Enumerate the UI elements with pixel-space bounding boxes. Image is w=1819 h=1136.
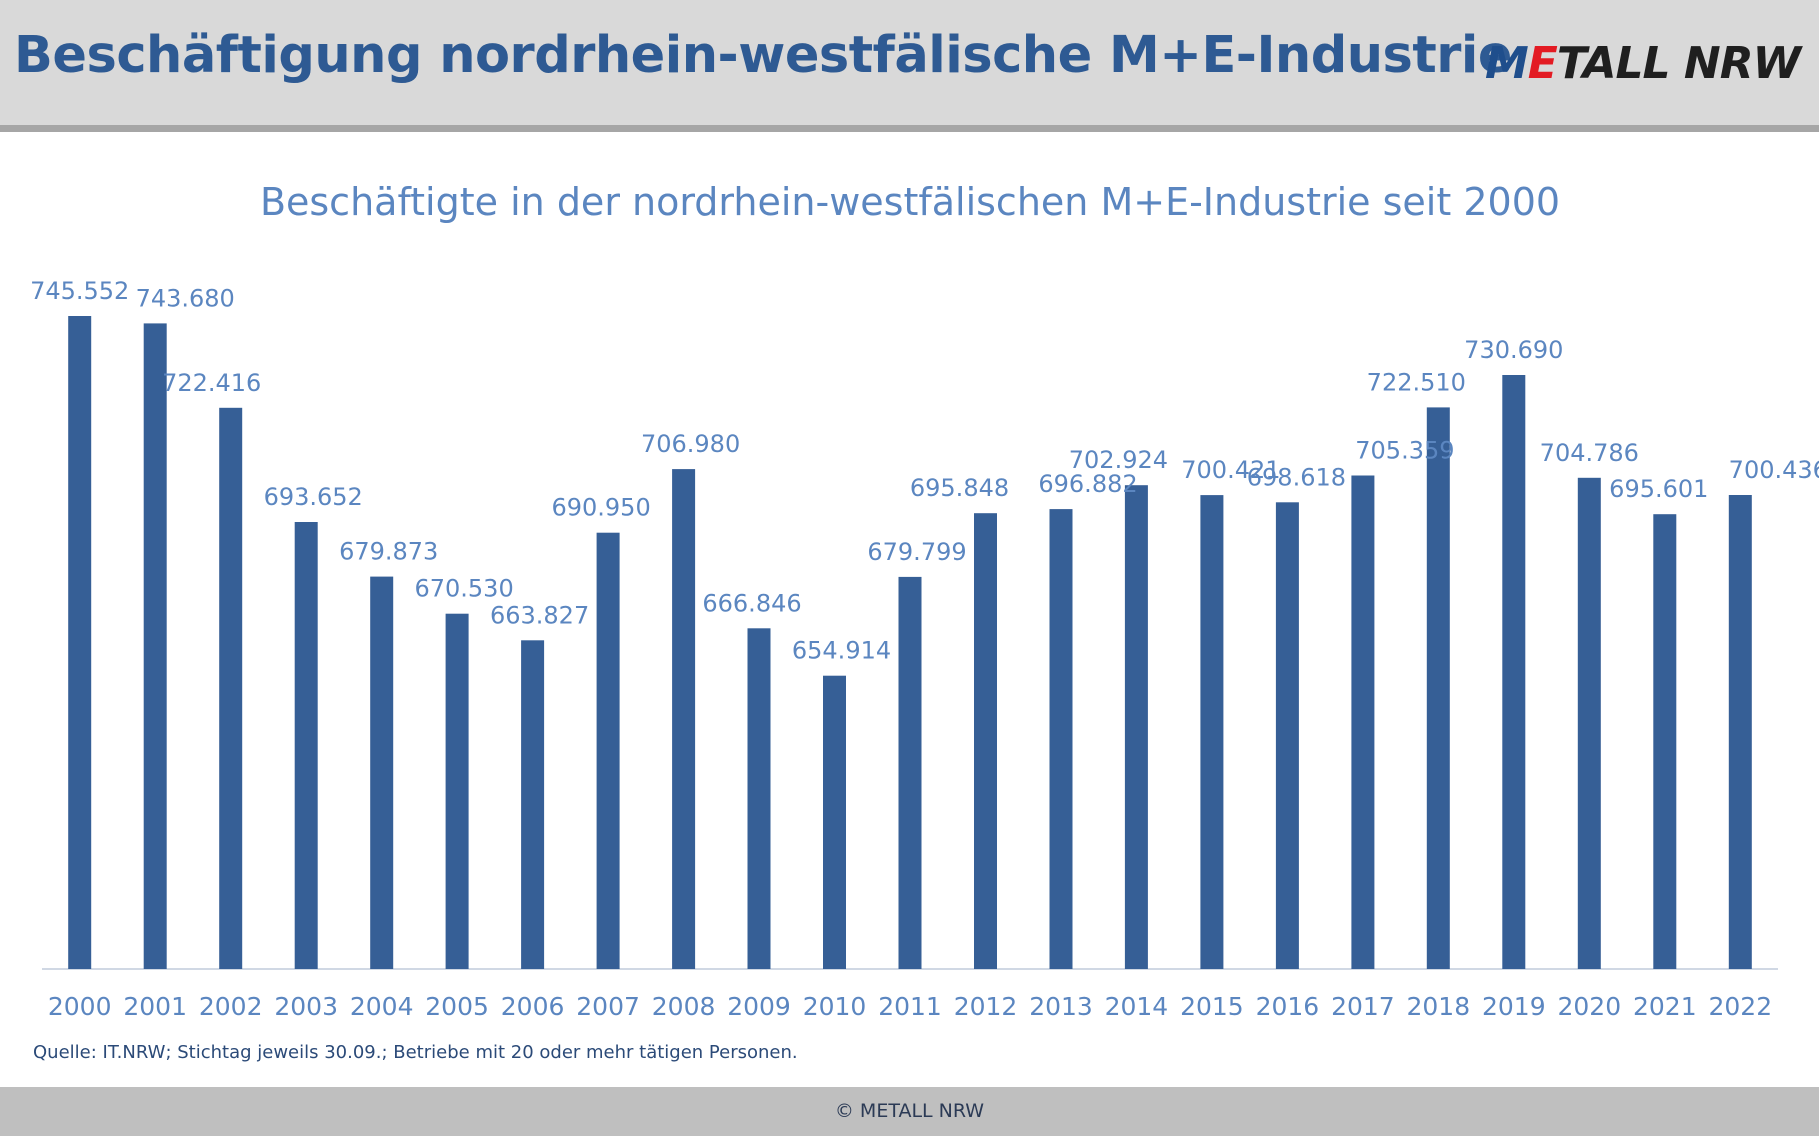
- value-label-2004: 679.873: [339, 538, 438, 566]
- footer-bar: © METALL NRW: [0, 1087, 1819, 1136]
- x-tick-label-2015: 2015: [1180, 992, 1244, 1021]
- value-label-2014: 702.924: [1069, 446, 1168, 474]
- value-label-2001: 743.680: [136, 284, 235, 312]
- value-label-2012: 695.848: [910, 474, 1009, 502]
- value-label-2016: 698.618: [1247, 463, 1346, 491]
- metall-nrw-logo: METALL NRW: [1485, 38, 1801, 89]
- x-tick-label-2018: 2018: [1406, 992, 1470, 1021]
- value-label-2009: 666.846: [702, 589, 801, 617]
- value-label-2000: 745.552: [30, 277, 129, 305]
- x-tick-label-2002: 2002: [199, 992, 263, 1021]
- x-tick-label-2011: 2011: [878, 992, 942, 1021]
- value-label-2003: 693.652: [264, 483, 363, 511]
- bar-2006: [521, 640, 545, 969]
- bar-2007: [596, 532, 620, 969]
- value-label-2006: 663.827: [490, 601, 589, 629]
- bar-2003: [294, 522, 318, 969]
- chart-title: Beschäftigte in der nordrhein-westfälisc…: [260, 180, 1560, 224]
- bar-2010: [823, 675, 846, 969]
- x-tick-label-2001: 2001: [123, 992, 187, 1021]
- x-tick-label-2017: 2017: [1331, 992, 1395, 1021]
- x-tick-label-2014: 2014: [1105, 992, 1169, 1021]
- bar-2005: [445, 613, 469, 969]
- x-tick-label-2000: 2000: [48, 992, 112, 1021]
- x-tick-label-2019: 2019: [1482, 992, 1546, 1021]
- bar-2013: [1049, 509, 1073, 969]
- bar-2012: [974, 513, 997, 969]
- bar-2009: [747, 628, 771, 969]
- value-label-2010: 654.914: [792, 637, 891, 665]
- value-label-2020: 704.786: [1540, 439, 1639, 467]
- bar-2016: [1275, 502, 1299, 969]
- value-label-2018: 722.510: [1367, 368, 1466, 396]
- bar-2000: [68, 316, 92, 969]
- value-label-2019: 730.690: [1464, 336, 1563, 364]
- value-label-2015: 700.421: [1181, 456, 1280, 484]
- x-tick-label-2016: 2016: [1256, 992, 1320, 1021]
- value-label-2011: 679.799: [867, 538, 966, 566]
- employment-bar-chart: Beschäftigte in der nordrhein-westfälisc…: [30, 180, 1819, 1021]
- value-label-2002: 722.416: [162, 369, 261, 397]
- source-note: Quelle: IT.NRW; Stichtag jeweils 30.09.;…: [33, 1042, 798, 1063]
- bar-2001: [143, 323, 167, 969]
- bar-2019: [1502, 375, 1526, 969]
- bar-2015: [1200, 495, 1224, 969]
- x-tick-label-2003: 2003: [274, 992, 338, 1021]
- copyright-text: © METALL NRW: [834, 1100, 985, 1122]
- x-tick-label-2005: 2005: [425, 992, 489, 1021]
- bar-2004: [370, 576, 394, 969]
- x-tick-label-2009: 2009: [727, 992, 791, 1021]
- bar-2017: [1351, 475, 1375, 969]
- value-label-2005: 670.530: [414, 575, 513, 603]
- value-label-2008: 706.980: [641, 430, 740, 458]
- bar-2020: [1577, 477, 1601, 969]
- value-label-2021: 695.601: [1609, 475, 1708, 503]
- bar-2011: [898, 576, 922, 969]
- x-tick-label-2004: 2004: [350, 992, 414, 1021]
- x-tick-label-2012: 2012: [954, 992, 1018, 1021]
- x-tick-label-2006: 2006: [501, 992, 565, 1021]
- bar-group: [68, 316, 1752, 969]
- x-tick-label-2021: 2021: [1633, 992, 1697, 1021]
- x-tick-label-2008: 2008: [652, 992, 716, 1021]
- x-tick-label-2020: 2020: [1557, 992, 1621, 1021]
- x-tick-label-2007: 2007: [576, 992, 640, 1021]
- value-label-2017: 705.359: [1355, 437, 1454, 465]
- bar-2008: [672, 469, 696, 969]
- value-label-2022: 700.436: [1729, 456, 1819, 484]
- bar-2018: [1426, 407, 1450, 969]
- value-label-group: 745.552 743.680 722.416 693.652 679.873 670.5…: [30, 277, 1819, 665]
- x-tick-label-2013: 2013: [1029, 992, 1093, 1021]
- x-tick-label-group: 2000 2001 2002 2003 2004 2005 2006 2007 2008 2009…: [48, 992, 1772, 1021]
- x-tick-label-2022: 2022: [1708, 992, 1772, 1021]
- bar-2002: [219, 407, 243, 969]
- bar-2021: [1653, 514, 1677, 969]
- value-label-2013: 696.882: [1038, 470, 1137, 498]
- bar-2022: [1728, 495, 1752, 969]
- header-bar: Beschäftigung nordrhein-westfälische M+E…: [0, 0, 1819, 132]
- page-title: Beschäftigung nordrhein-westfälische M+E…: [14, 26, 1513, 85]
- x-tick-label-2010: 2010: [803, 992, 867, 1021]
- bar-2014: [1124, 485, 1148, 969]
- value-label-2007: 690.950: [551, 494, 650, 522]
